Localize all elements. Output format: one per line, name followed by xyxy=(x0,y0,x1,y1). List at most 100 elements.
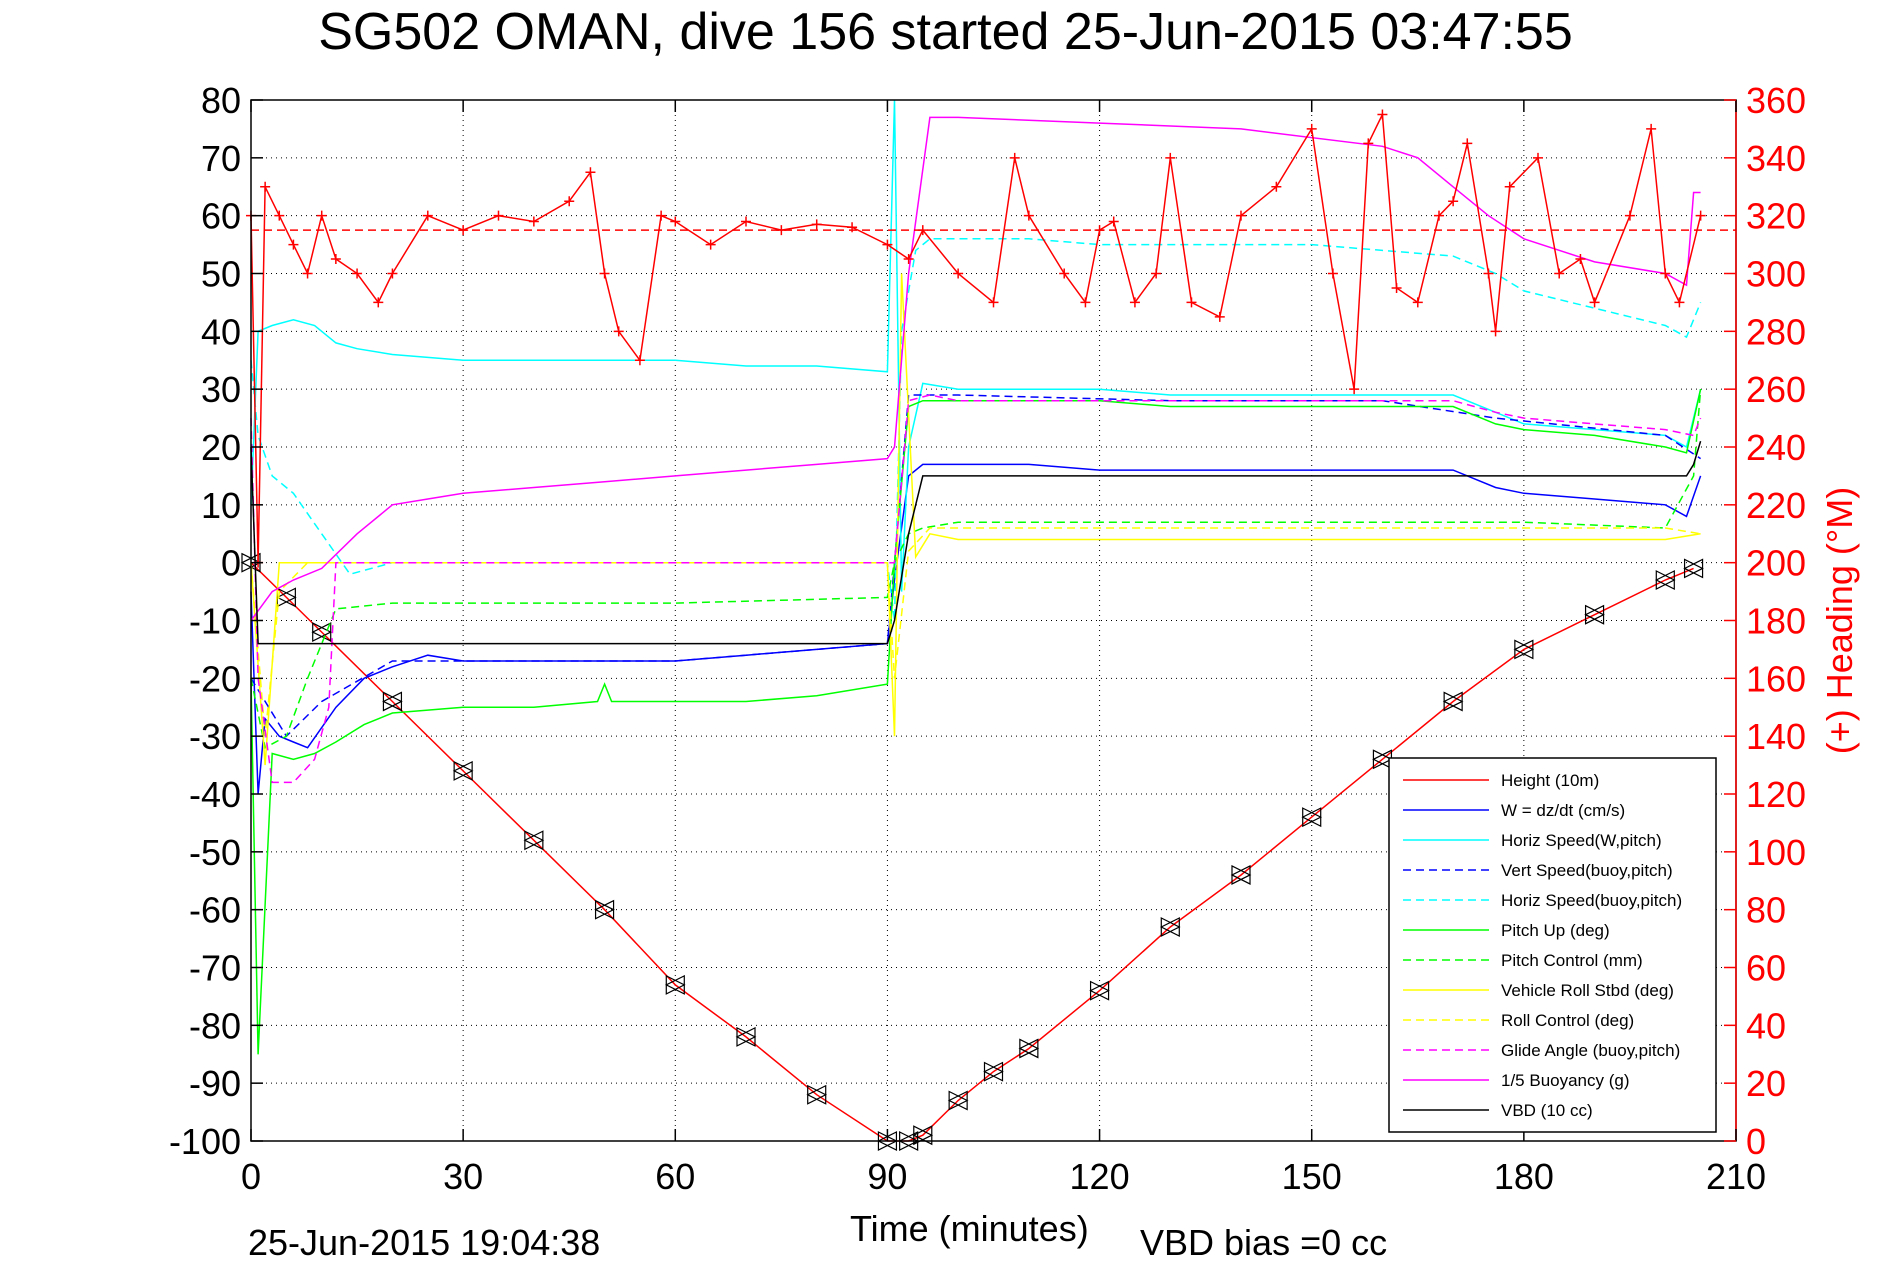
legend-label: Vert Speed(buoy,pitch) xyxy=(1501,861,1673,880)
tick-layer: 0 30 60 90 120 150 180 21080706050403020100-10-… xyxy=(169,80,1806,1197)
height-marker xyxy=(311,622,333,643)
y-tick-label: -20 xyxy=(189,658,241,699)
heading-marker xyxy=(1434,210,1444,221)
x-tick-label: 60 xyxy=(655,1156,695,1197)
legend-label: Horiz Speed(W,pitch) xyxy=(1501,831,1662,850)
heading-marker xyxy=(1271,181,1282,192)
legend-label: Horiz Speed(buoy,pitch) xyxy=(1501,891,1682,910)
heading-marker xyxy=(1504,181,1515,192)
heading-marker xyxy=(1674,297,1685,308)
height-marker xyxy=(594,899,615,920)
heading-marker xyxy=(302,268,313,279)
y-tick-label: -60 xyxy=(189,890,241,931)
y-tick-label: -10 xyxy=(189,601,241,642)
height-marker xyxy=(1683,558,1704,579)
y-tick-label: -30 xyxy=(189,716,241,757)
y-tick-label: 50 xyxy=(201,254,241,295)
legend-label: Pitch Control (mm) xyxy=(1501,951,1643,970)
heading-marker xyxy=(1327,268,1338,279)
legend-label: 1/5 Buoyancy (g) xyxy=(1501,1071,1630,1090)
heading-marker xyxy=(1483,268,1494,279)
heading-marker xyxy=(422,210,433,221)
heading-marker xyxy=(274,210,285,221)
legend-box xyxy=(1388,757,1717,1133)
heading-marker xyxy=(1236,210,1246,221)
footer-vbd-bias: VBD bias =0 cc xyxy=(1140,1222,1388,1263)
heading-marker xyxy=(953,268,964,279)
series-line-11 xyxy=(250,440,1702,645)
heading-marker xyxy=(599,268,610,279)
heading-marker xyxy=(1108,216,1119,227)
height-marker xyxy=(452,760,474,781)
series-line-5 xyxy=(250,389,1702,1055)
heading-marker xyxy=(1589,297,1600,308)
right-tick-label: 240 xyxy=(1746,427,1806,468)
heading-marker xyxy=(373,297,384,308)
heading-marker xyxy=(1624,210,1635,221)
x-tick-label: 90 xyxy=(867,1156,907,1197)
heading-marker xyxy=(1462,138,1473,149)
legend-label: Glide Angle (buoy,pitch) xyxy=(1501,1041,1680,1060)
y-tick-label: 30 xyxy=(201,369,241,410)
heading-marker xyxy=(670,216,681,227)
heading-marker xyxy=(1391,282,1402,293)
heading-marker xyxy=(882,239,893,250)
legend-label: Pitch Up (deg) xyxy=(1501,921,1610,940)
right-tick-label: 60 xyxy=(1746,948,1786,989)
y-tick-label: 0 xyxy=(221,543,241,584)
right-tick-label: 20 xyxy=(1746,1063,1786,1104)
legend-label: Vehicle Roll Stbd (deg) xyxy=(1501,981,1674,1000)
series-line-3 xyxy=(250,394,1702,738)
legend-label: Height (10m) xyxy=(1501,771,1599,790)
heading-marker xyxy=(811,219,822,230)
legend-label: Roll Control (deg) xyxy=(1501,1011,1634,1030)
height-marker xyxy=(1089,980,1110,1001)
right-tick-label: 220 xyxy=(1746,485,1806,526)
heading-marker xyxy=(1377,109,1388,120)
heading-marker xyxy=(903,254,914,265)
x-tick-label: 30 xyxy=(443,1156,483,1197)
height-marker xyxy=(1230,864,1252,885)
height-marker xyxy=(1442,691,1464,712)
heading-marker xyxy=(1448,196,1459,207)
legend-label: W = dz/dt (cm/s) xyxy=(1501,801,1625,820)
right-tick-label: 300 xyxy=(1746,254,1806,295)
heading-marker xyxy=(493,210,504,221)
height-marker xyxy=(382,691,403,712)
right-tick-label: 260 xyxy=(1746,369,1806,410)
heading-marker xyxy=(656,210,667,221)
footer-timestamp: 25-Jun-2015 19:04:38 xyxy=(248,1222,601,1263)
heading-marker xyxy=(1554,268,1565,279)
chart-title: SG502 OMAN, dive 156 started 25-Jun-2015… xyxy=(318,3,1573,61)
height-marker xyxy=(1654,570,1676,590)
right-tick-label: 160 xyxy=(1746,658,1806,699)
right-tick-label: 140 xyxy=(1746,716,1806,757)
heading-marker xyxy=(1186,297,1197,308)
height-marker xyxy=(1584,604,1605,625)
heading-marker xyxy=(585,167,596,178)
right-tick-label: 0 xyxy=(1746,1121,1766,1162)
series-layer xyxy=(240,99,1736,1151)
right-tick-label: 40 xyxy=(1746,1005,1786,1046)
y-tick-label: 60 xyxy=(201,196,241,237)
series-line-8 xyxy=(250,527,1701,737)
height-marker xyxy=(983,1061,1004,1082)
heading-marker xyxy=(1363,138,1374,149)
right-tick-label: 340 xyxy=(1746,138,1806,179)
x-tick-label: 210 xyxy=(1706,1156,1766,1197)
heading-marker xyxy=(1009,152,1020,163)
heading-marker xyxy=(1165,152,1176,163)
height-marker xyxy=(912,1125,934,1146)
heading-marker xyxy=(1059,268,1070,279)
height-marker xyxy=(1159,917,1181,937)
legend: Height (10m) W = dz/dt (cm/s) Horiz Speed(… xyxy=(1388,757,1717,1133)
series-line-7 xyxy=(250,273,1701,766)
heading-marker xyxy=(1490,326,1501,337)
right-tick-label: 280 xyxy=(1746,311,1806,352)
series-line-1 xyxy=(250,463,1702,795)
height-marker xyxy=(1018,1038,1040,1059)
heading-marker xyxy=(1129,297,1140,308)
y-tick-label: 70 xyxy=(201,138,241,179)
heading-marker xyxy=(634,355,645,366)
